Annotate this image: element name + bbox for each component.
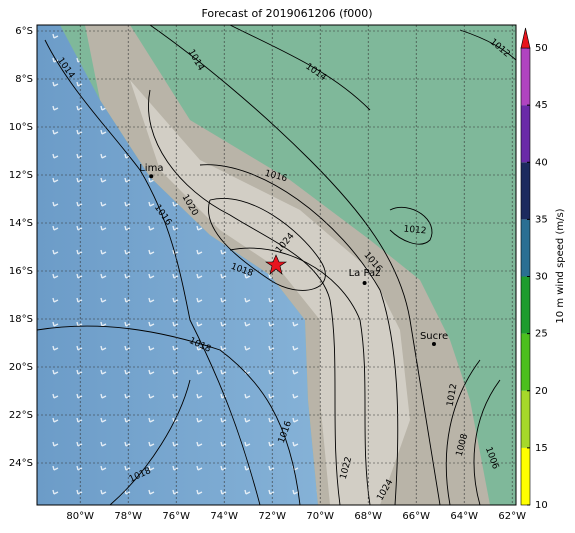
lon-tick-label: 64°W (450, 511, 478, 522)
lon-tick-label: 78°W (114, 511, 142, 522)
city-dot (362, 281, 367, 285)
lat-tick-label: 12°S (9, 170, 33, 181)
title: Forecast of 2019061206 (f000) (201, 7, 372, 20)
colorbar-segment (521, 333, 530, 391)
star-marker (265, 254, 287, 275)
lon-tick-label: 72°W (258, 511, 286, 522)
map-frame (36, 24, 517, 506)
city-name: Lima (139, 163, 163, 174)
map-body: 1014 1014 10141012101610201016102410181012… (37, 25, 516, 505)
colorbar-segment (521, 447, 530, 505)
lat-tick-label: 8°S (15, 74, 33, 85)
lat-tick-label: 20°S (9, 362, 33, 373)
colorbar-tick-label: 20 (535, 386, 548, 397)
city-name: La Paz (349, 268, 381, 279)
altiplano (130, 80, 410, 505)
lon-tick-label: 66°W (402, 511, 430, 522)
colorbar-label: 10 m wind speed (m/s) (555, 208, 566, 323)
contour-label: 1012 (403, 225, 427, 237)
city-dot (149, 174, 154, 179)
colorbar-tick-label: 40 (535, 157, 548, 168)
lat-tick-label: 24°S (9, 458, 33, 469)
colorbar-extend (520, 27, 531, 49)
colorbar-segment (521, 162, 530, 220)
city-name: Sucre (420, 331, 448, 342)
colorbar-segment (521, 105, 530, 163)
lon-tick-label: 68°W (354, 511, 382, 522)
lon-tick-label: 70°W (306, 511, 334, 522)
isobars (37, 25, 516, 505)
colorbar-tick-label: 35 (535, 214, 548, 225)
lat-tick-label: 10°S (9, 122, 33, 133)
lat-tick-label: 14°S (9, 218, 33, 229)
lat-tick-label: 6°S (15, 26, 33, 37)
colorbar-tick-label: 50 (535, 43, 548, 54)
lon-tick-label: 74°W (210, 511, 238, 522)
colorbar-segment (521, 48, 530, 106)
colorbar-tick-label: 15 (535, 443, 548, 454)
colorbar-tick-label: 25 (535, 329, 548, 340)
lon-tick-label: 62°W (498, 511, 526, 522)
lon-tick-label: 80°W (66, 511, 94, 522)
colorbar-segment (521, 219, 530, 277)
colorbar-tick-label: 30 (535, 272, 548, 283)
colorbar-tick-label: 45 (535, 100, 548, 111)
city-dot (431, 341, 436, 346)
lat-tick-label: 22°S (9, 410, 33, 421)
colorbar-segment (521, 390, 530, 448)
colorbar-segment (521, 276, 530, 334)
cities: Lima La Paz Sucre (139, 163, 448, 346)
contour-label: 1012 (446, 383, 460, 407)
lon-tick-label: 76°W (162, 511, 190, 522)
lat-tick-label: 16°S (9, 266, 33, 277)
lat-tick-label: 18°S (9, 314, 33, 325)
colorbar: 10 15 20 25 30 35 40 45 50 (520, 43, 548, 511)
colorbar-tick-label: 10 (535, 500, 548, 511)
